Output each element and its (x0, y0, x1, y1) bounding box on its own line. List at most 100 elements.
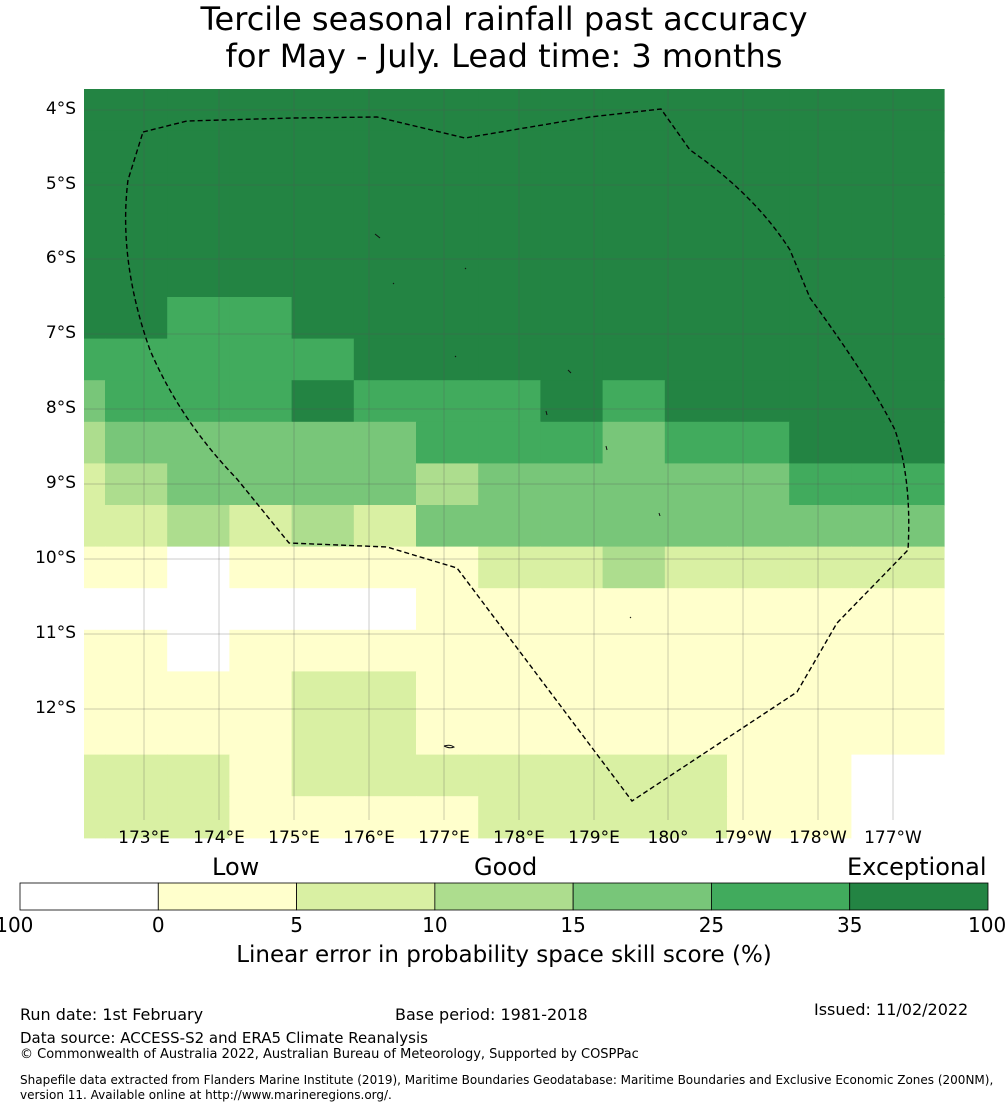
grid-cell (167, 421, 230, 464)
grid-cell (291, 421, 355, 464)
grid-cell (229, 671, 293, 714)
longitude-label: 174°E (193, 828, 245, 848)
grid-cell (229, 629, 293, 672)
grid-cell (229, 754, 293, 797)
grid-cell (664, 213, 728, 256)
grid-cell (789, 463, 852, 506)
grid-cell (727, 796, 790, 839)
grid-cell (851, 338, 945, 381)
longitude-label: 179°E (568, 828, 620, 848)
grid-cell (353, 380, 417, 423)
eez-boundary (124, 108, 910, 802)
grid-cell (789, 130, 852, 173)
grid-cell (602, 546, 666, 589)
grid-cell (291, 629, 355, 672)
island (658, 512, 661, 517)
grid-cell (851, 297, 945, 340)
shapefile-credit-line-1: Shapefile data extracted from Flanders M… (20, 1073, 994, 1087)
grid-cell (851, 505, 945, 548)
legend-category-low: Low (212, 853, 260, 881)
grid-cell (167, 255, 230, 298)
grid-cell (478, 380, 541, 423)
grid-cell (416, 754, 479, 797)
grid-cell (167, 213, 230, 256)
longitude-label: 178°W (789, 828, 847, 848)
grid-cell (727, 130, 790, 173)
grid-cell (353, 754, 417, 797)
grid-cell (851, 796, 945, 839)
grid-cell (727, 754, 790, 797)
grid-cell (602, 629, 666, 672)
grid-cell (416, 588, 479, 631)
grid-cell (416, 546, 479, 589)
grid-cell (727, 172, 790, 215)
graticule (84, 89, 944, 820)
grid-cell (291, 754, 355, 797)
grid-cell (602, 713, 666, 756)
grid-cell (353, 338, 417, 381)
grid-cell (105, 505, 168, 548)
grid-cell (229, 130, 293, 173)
grid-cell (789, 172, 852, 215)
grid-cell (478, 796, 541, 839)
grid-cell (167, 796, 230, 839)
colorbar (19, 882, 989, 911)
grid-cell (664, 463, 728, 506)
grid-cell (84, 255, 106, 298)
grid-cell (416, 713, 479, 756)
grid-cell (851, 463, 945, 506)
grid-cell (416, 505, 479, 548)
grid-cell (664, 505, 728, 548)
grid-cell (167, 629, 230, 672)
grid-cell (229, 588, 293, 631)
grid-cell (540, 172, 604, 215)
grid-cell (167, 172, 230, 215)
grid-cell (416, 338, 479, 381)
grid-cell (84, 671, 106, 714)
grid-cell (602, 213, 666, 256)
grid-cell (789, 796, 852, 839)
colorbar-segment (157, 882, 297, 911)
grid-cell (105, 754, 168, 797)
grid-cell (291, 796, 355, 839)
grid-cell (602, 463, 666, 506)
grid-cell (789, 546, 852, 589)
grid-cell (353, 463, 417, 506)
grid-cell (664, 338, 728, 381)
island (545, 410, 548, 416)
grid-cell (291, 713, 355, 756)
grid-cell (540, 629, 604, 672)
grid-cell (84, 297, 106, 340)
grid-cell (105, 796, 168, 839)
colorbar-segment (296, 882, 436, 911)
colorbar-tick-label: 5 (290, 913, 303, 937)
grid-cell (727, 255, 790, 298)
grid-cell (789, 671, 852, 714)
grid-cell (167, 130, 230, 173)
grid-cell (291, 505, 355, 548)
grid-cell (789, 297, 852, 340)
grid-cell (478, 505, 541, 548)
grid-cell (478, 421, 541, 464)
grid-cell (105, 629, 168, 672)
grid-cell (851, 172, 945, 215)
grid-cell (789, 588, 852, 631)
colorbar-label: Linear error in probability space skill … (236, 942, 772, 968)
grid-cell (602, 671, 666, 714)
grid-cell (602, 255, 666, 298)
grid-cell (167, 588, 230, 631)
latitude-label: 4°S (45, 99, 76, 119)
latitude-label: 10°S (35, 548, 76, 568)
grid-cell (105, 338, 168, 381)
grid-cell (353, 588, 417, 631)
grid-cell (291, 546, 355, 589)
grid-cell (602, 172, 666, 215)
grid-cell (478, 255, 541, 298)
grid-cell (727, 588, 790, 631)
grid-cell (664, 421, 728, 464)
grid-cell (291, 255, 355, 298)
grid-cell (851, 671, 945, 714)
grid-cell (105, 172, 168, 215)
grid-cell (229, 338, 293, 381)
